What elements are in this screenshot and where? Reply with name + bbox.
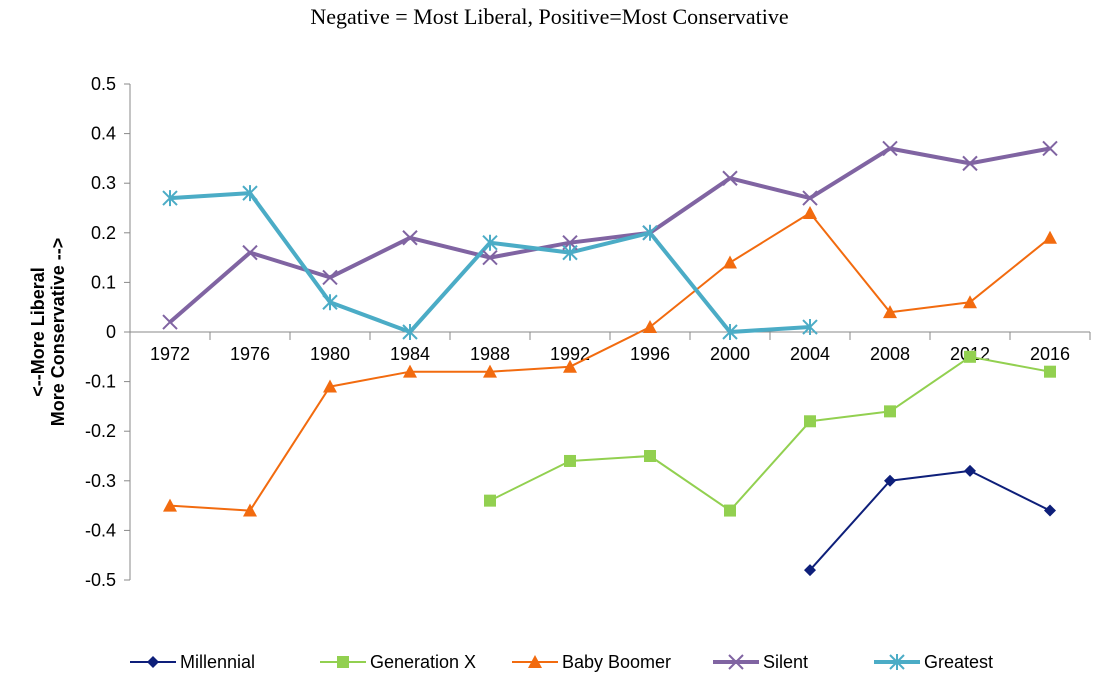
data-point-baby-boomer [883, 305, 897, 319]
x-tick-label: 1992 [550, 344, 590, 364]
data-point-baby-boomer [963, 295, 977, 309]
series-lines [168, 146, 1051, 571]
data-point-millennial [964, 464, 976, 477]
data-point-baby-boomer [1043, 230, 1057, 244]
data-point-silent [482, 249, 498, 266]
data-point-greatest [722, 324, 738, 340]
data-point-millennial [884, 474, 896, 487]
y-axis-title: <--More Liberal More Conservative --> [28, 238, 68, 427]
data-point-greatest [642, 224, 658, 241]
data-point-greatest [482, 234, 498, 251]
chart-legend: Millennial Generation X Baby Boomer Silent G… [130, 652, 993, 672]
data-point-greatest [402, 324, 418, 340]
data-point-generation-x [564, 454, 576, 467]
data-point-generation-x [484, 494, 496, 507]
data-point-greatest [322, 294, 338, 311]
legend-label: Silent [763, 652, 808, 672]
chart-axes: 0.5 0.4 0.3 0.2 0.1 0 -0.1 -0.2 -0.3 -0.4 -0.5 1972… [85, 74, 1091, 590]
y-tick-label: 0.1 [91, 272, 116, 292]
y-tick-label: 0 [106, 322, 116, 342]
legend-item-silent: Silent [713, 652, 808, 672]
legend-marker-baby-boomer [528, 655, 542, 668]
data-point-baby-boomer [723, 255, 737, 269]
legend-item-millennial: Millennial [130, 652, 255, 672]
data-point-greatest [242, 185, 258, 202]
y-tick-label: 0.4 [91, 124, 116, 144]
y-tick-label: -0.3 [85, 471, 116, 491]
data-point-baby-boomer [803, 205, 817, 219]
x-tick-label: 1972 [150, 344, 190, 364]
data-point-generation-x [724, 504, 736, 517]
data-point-baby-boomer [243, 503, 257, 517]
legend-item-greatest: Greatest [874, 652, 993, 672]
legend-item-baby-boomer: Baby Boomer [512, 652, 671, 672]
y-axis-title-line-1: <--More Liberal [28, 267, 48, 397]
series-line-greatest [169, 191, 811, 334]
data-point-greatest [802, 319, 818, 336]
x-tick-label: 1976 [230, 344, 270, 364]
data-point-silent [882, 140, 898, 157]
data-point-generation-x [884, 405, 896, 418]
legend-marker-generation-x [337, 656, 349, 668]
data-point-greatest [562, 244, 578, 261]
y-tick-label: 0.2 [91, 223, 116, 243]
data-point-silent [162, 314, 178, 330]
x-tick-label: 2016 [1030, 344, 1070, 364]
legend-marker-greatest [889, 654, 905, 670]
data-point-silent [1042, 140, 1058, 157]
legend-label: Baby Boomer [562, 652, 671, 672]
data-point-baby-boomer [563, 359, 577, 373]
data-point-silent [802, 190, 818, 206]
data-point-baby-boomer [643, 320, 657, 334]
chart-subtitle: Negative = Most Liberal, Positive=Most C… [310, 4, 789, 29]
y-tick-label: -0.2 [85, 421, 116, 441]
legend-item-generation-x: Generation X [320, 652, 476, 672]
series-line-millennial [809, 469, 1051, 571]
data-point-millennial [1044, 504, 1056, 517]
data-point-silent [242, 244, 258, 261]
data-point-baby-boomer [323, 379, 337, 393]
data-point-generation-x [644, 450, 656, 462]
data-point-baby-boomer [483, 364, 497, 378]
x-tick-label: 2004 [790, 344, 830, 364]
data-point-silent [322, 269, 338, 286]
y-tick-label: 0.3 [91, 173, 116, 193]
data-point-baby-boomer [403, 364, 417, 378]
x-tick-label: 1996 [630, 344, 670, 364]
y-tick-label: -0.5 [85, 570, 116, 590]
series-line-silent [168, 146, 1051, 324]
data-point-generation-x [1044, 365, 1056, 378]
x-tick-label: 2008 [870, 344, 910, 364]
y-axis-title-line-2: More Conservative --> [48, 238, 68, 427]
data-point-silent [722, 170, 738, 186]
x-tick-label: 1988 [470, 344, 510, 364]
y-tick-label: -0.1 [85, 372, 116, 392]
data-point-greatest [162, 190, 178, 207]
legend-marker-silent [728, 654, 744, 670]
data-point-generation-x [964, 350, 976, 363]
y-tick-label: -0.4 [85, 520, 116, 540]
legend-label: Generation X [370, 652, 476, 672]
legend-label: Greatest [924, 652, 993, 672]
x-tick-label: 2000 [710, 344, 750, 364]
legend-marker-millennial [147, 656, 159, 668]
data-point-silent [962, 155, 978, 172]
data-point-baby-boomer [163, 498, 177, 512]
series-markers [162, 140, 1058, 577]
data-point-millennial [804, 564, 816, 577]
y-tick-label: 0.5 [91, 74, 116, 94]
data-point-generation-x [804, 415, 816, 428]
legend-label: Millennial [180, 652, 255, 672]
x-tick-label: 1984 [390, 344, 430, 364]
series-line-generation-x [489, 355, 1051, 512]
series-line-baby-boomer [169, 212, 1051, 512]
x-tick-label: 1980 [310, 344, 350, 364]
data-point-silent [402, 230, 418, 246]
